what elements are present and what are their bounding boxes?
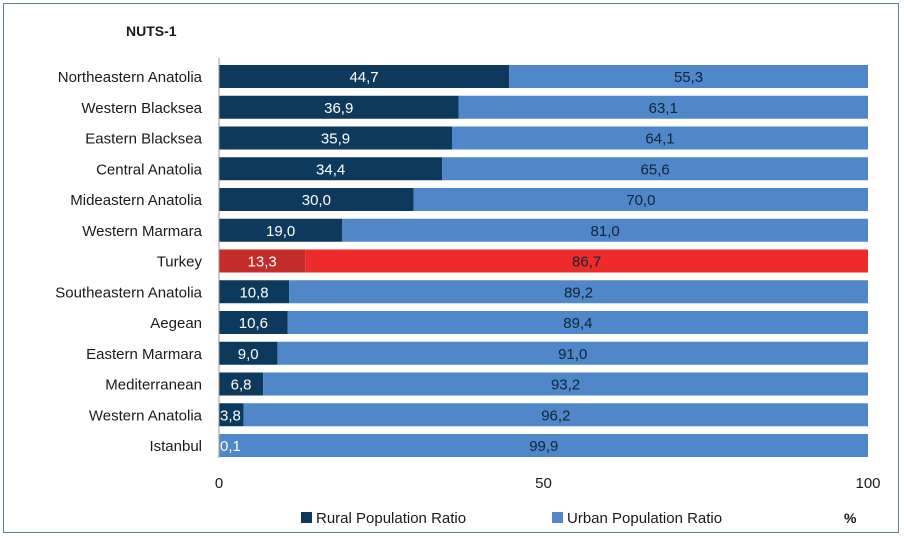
x-axis-ticks: 0 50 100 — [215, 475, 881, 492]
bar-urban-population-ratio-mideastern-anatolia — [413, 188, 868, 211]
bar-rural-population-ratio-aegean — [219, 311, 288, 334]
legend-swatch-urban-population-ratio — [552, 512, 563, 523]
bar-urban-population-ratio-turkey — [305, 249, 868, 273]
bar-urban-population-ratio-mediterranean — [263, 372, 868, 396]
value-label-rural-population-ratio-central-anatolia: 34,4 — [316, 161, 345, 178]
value-label-urban-population-ratio-western-marmara: 81,0 — [591, 223, 620, 240]
bar-rural-population-ratio-eastern-marmara — [219, 341, 278, 365]
value-label-rural-population-ratio-southeastern-anatolia: 10,8 — [239, 284, 268, 301]
value-label-urban-population-ratio-northeastern-anatolia: 55,3 — [674, 69, 703, 86]
category-label-mediterranean: Mediterranean — [105, 377, 202, 394]
bars-group — [219, 65, 869, 457]
bar-urban-population-ratio-western-marmara — [342, 218, 868, 242]
value-label-urban-population-ratio-central-anatolia: 65,6 — [641, 161, 670, 178]
category-label-southeastern-anatolia: Southeastern Anatolia — [55, 284, 202, 301]
bar-urban-population-ratio-central-anatolia — [442, 157, 868, 181]
legend-swatch-rural-population-ratio — [301, 512, 312, 523]
value-label-rural-population-ratio-western-anatolia: 3,8 — [220, 407, 241, 424]
value-label-urban-population-ratio-mediterranean: 93,2 — [551, 377, 580, 394]
chart-title: NUTS-1 — [126, 23, 177, 39]
legend-label-rural-population-ratio: Rural Population Ratio — [316, 510, 466, 527]
bar-urban-population-ratio-aegean — [287, 311, 868, 334]
category-label-central-anatolia: Central Anatolia — [96, 161, 203, 178]
bar-rural-population-ratio-northeastern-anatolia — [219, 65, 510, 88]
value-label-urban-population-ratio-eastern-blacksea: 64,1 — [645, 131, 674, 148]
value-label-urban-population-ratio-aegean: 89,4 — [563, 315, 592, 332]
bar-urban-population-ratio-eastern-marmara — [277, 341, 868, 365]
bar-urban-population-ratio-western-blacksea — [458, 95, 868, 119]
bar-rural-population-ratio-mediterranean — [219, 372, 264, 396]
value-label-rural-population-ratio-western-blacksea: 36,9 — [324, 100, 353, 117]
bar-urban-population-ratio-northeastern-anatolia — [509, 65, 868, 88]
bar-rural-population-ratio-western-marmara — [219, 218, 343, 242]
value-label-urban-population-ratio-turkey: 86,7 — [572, 254, 601, 271]
value-labels: 44,7 55,3 36,9 63,1 35,9 64,1 34,4 65,6 30,0 70,0… — [220, 69, 703, 455]
bar-rural-population-ratio-mideastern-anatolia — [219, 188, 414, 211]
category-label-istanbul: Istanbul — [149, 438, 202, 455]
legend-label-urban-population-ratio: Urban Population Ratio — [567, 510, 722, 527]
value-label-rural-population-ratio-turkey: 13,3 — [248, 254, 277, 271]
bar-rural-population-ratio-southeastern-anatolia — [219, 280, 290, 304]
bar-rural-population-ratio-central-anatolia — [219, 157, 443, 181]
category-label-western-anatolia: Western Anatolia — [89, 407, 203, 424]
bar-urban-population-ratio-southeastern-anatolia — [289, 280, 869, 304]
x-tick-label-100: 100 — [855, 475, 880, 492]
category-label-western-marmara: Western Marmara — [82, 223, 202, 240]
category-label-western-blacksea: Western Blacksea — [81, 100, 202, 117]
value-label-rural-population-ratio-eastern-blacksea: 35,9 — [321, 131, 350, 148]
value-label-rural-population-ratio-northeastern-anatolia: 44,7 — [349, 69, 378, 86]
x-tick-label-50: 50 — [535, 475, 552, 492]
value-label-rural-population-ratio-mideastern-anatolia: 30,0 — [302, 192, 331, 209]
value-label-urban-population-ratio-istanbul: 99,9 — [529, 438, 558, 455]
bar-rural-population-ratio-eastern-blacksea — [219, 126, 452, 150]
bar-rural-population-ratio-western-blacksea — [219, 95, 459, 119]
category-label-eastern-marmara: Eastern Marmara — [86, 346, 203, 363]
category-label-eastern-blacksea: Eastern Blacksea — [85, 131, 202, 148]
x-tick-label-0: 0 — [215, 475, 223, 492]
category-label-mideastern-anatolia: Mideastern Anatolia — [70, 192, 202, 209]
value-label-urban-population-ratio-mideastern-anatolia: 70,0 — [626, 192, 655, 209]
value-label-rural-population-ratio-eastern-marmara: 9,0 — [238, 346, 259, 363]
category-label-northeastern-anatolia: Northeastern Anatolia — [58, 69, 203, 86]
bar-urban-population-ratio-istanbul — [219, 434, 868, 457]
value-label-rural-population-ratio-mediterranean: 6,8 — [231, 377, 252, 394]
bar-rural-population-ratio-western-anatolia — [219, 403, 244, 427]
category-label-aegean: Aegean — [150, 315, 202, 332]
value-label-urban-population-ratio-eastern-marmara: 91,0 — [558, 346, 587, 363]
bar-urban-population-ratio-eastern-blacksea — [451, 126, 868, 150]
category-labels: Northeastern Anatolia Western Blacksea Eas… — [55, 69, 202, 455]
category-label-turkey: Turkey — [157, 254, 203, 271]
legend: Rural Population Ratio Urban Population R… — [301, 510, 722, 527]
value-label-urban-population-ratio-western-blacksea: 63,1 — [649, 100, 678, 117]
value-label-urban-population-ratio-western-anatolia: 96,2 — [541, 407, 570, 424]
value-label-rural-population-ratio-aegean: 10,6 — [239, 315, 268, 332]
value-label-rural-population-ratio-western-marmara: 19,0 — [266, 223, 295, 240]
value-label-rural-population-ratio-istanbul: 0,1 — [220, 438, 241, 455]
unit-label: % — [844, 510, 857, 526]
bar-urban-population-ratio-western-anatolia — [243, 403, 868, 427]
value-label-urban-population-ratio-southeastern-anatolia: 89,2 — [564, 284, 593, 301]
bar-rural-population-ratio-turkey — [219, 249, 306, 273]
